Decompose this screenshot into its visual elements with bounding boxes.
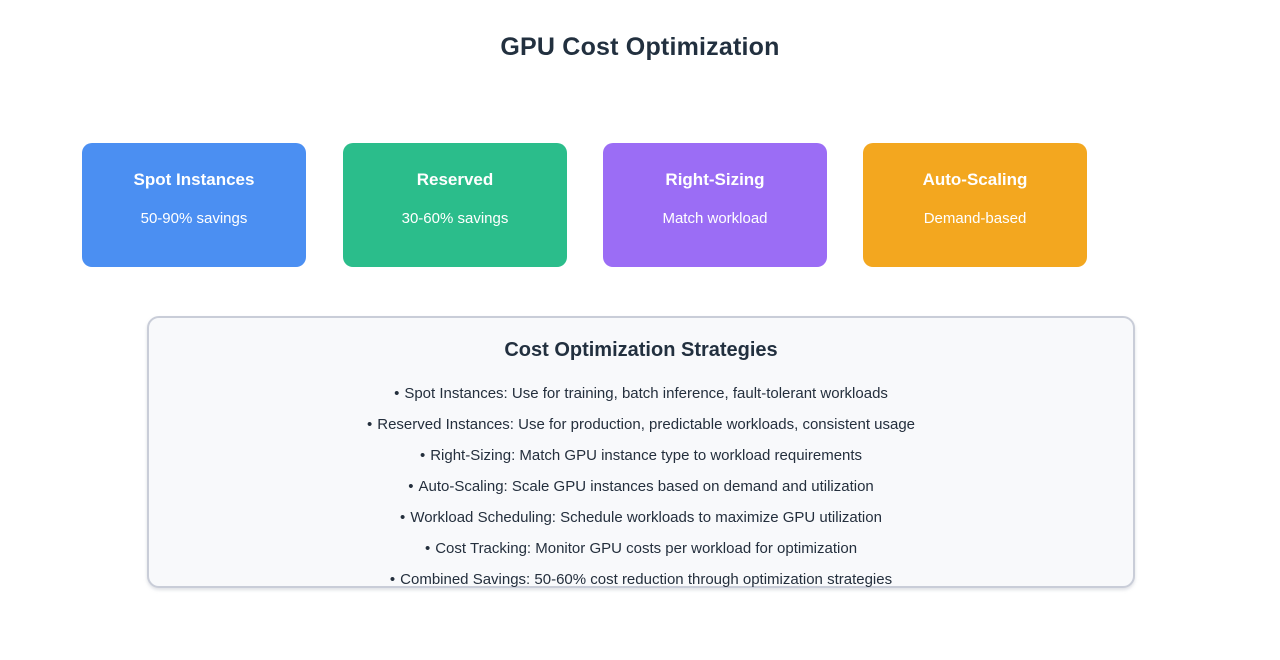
bullet-icon: •: [419, 447, 426, 464]
card-auto-scaling: Auto-Scaling Demand-based: [863, 143, 1087, 267]
card-subtitle: Demand-based: [923, 210, 1027, 227]
bullet-icon: •: [424, 540, 431, 557]
strategies-list: • Spot Instances: Use for training, batch…: [149, 378, 1133, 595]
strategy-text: Spot Instances: Use for training, batch …: [404, 385, 888, 402]
list-item: • Combined Savings: 50-60% cost reduction…: [149, 564, 1133, 595]
bullet-icon: •: [400, 509, 406, 526]
strategies-panel: Cost Optimization Strategies • Spot Insta…: [147, 316, 1135, 588]
strategy-text: Cost Tracking: Monitor GPU costs per wor…: [435, 540, 858, 557]
list-item: • Reserved Instances: Use for production,…: [149, 409, 1133, 440]
card-subtitle: 30-60% savings: [401, 210, 509, 227]
card-reserved: Reserved 30-60% savings: [343, 143, 567, 267]
list-item: • Spot Instances: Use for training, batch…: [149, 378, 1133, 409]
strategy-text: Combined Savings: 50-60% cost reduction …: [400, 571, 893, 588]
page-title: GPU Cost Optimization: [500, 33, 780, 61]
list-item: • Right-Sizing: Match GPU instance type t…: [149, 440, 1133, 471]
strategy-text: Auto-Scaling: Scale GPU instances based …: [418, 478, 874, 495]
list-item: • Auto-Scaling: Scale GPU instances based…: [149, 471, 1133, 502]
card-spot-instances: Spot Instances 50-90% savings: [82, 143, 306, 267]
card-subtitle: Match workload: [662, 210, 768, 227]
bullet-icon: •: [394, 385, 400, 402]
card-title: Spot Instances: [133, 170, 255, 189]
strategies-title: Cost Optimization Strategies: [504, 339, 778, 361]
card-title: Auto-Scaling: [922, 170, 1028, 189]
card-right-sizing: Right-Sizing Match workload: [603, 143, 827, 267]
strategy-text: Right-Sizing: Match GPU instance type to…: [430, 447, 863, 464]
bullet-icon: •: [389, 571, 396, 588]
bullet-icon: •: [408, 478, 414, 495]
card-title: Right-Sizing: [665, 170, 765, 189]
strategy-text: Workload Scheduling: Schedule workloads …: [410, 509, 882, 526]
list-item: • Cost Tracking: Monitor GPU costs per wo…: [149, 533, 1133, 564]
bullet-icon: •: [366, 416, 373, 433]
card-subtitle: 50-90% savings: [140, 210, 248, 227]
strategy-text: Reserved Instances: Use for production, …: [377, 416, 916, 433]
list-item: • Workload Scheduling: Schedule workloads…: [149, 502, 1133, 533]
card-title: Reserved: [416, 170, 494, 189]
